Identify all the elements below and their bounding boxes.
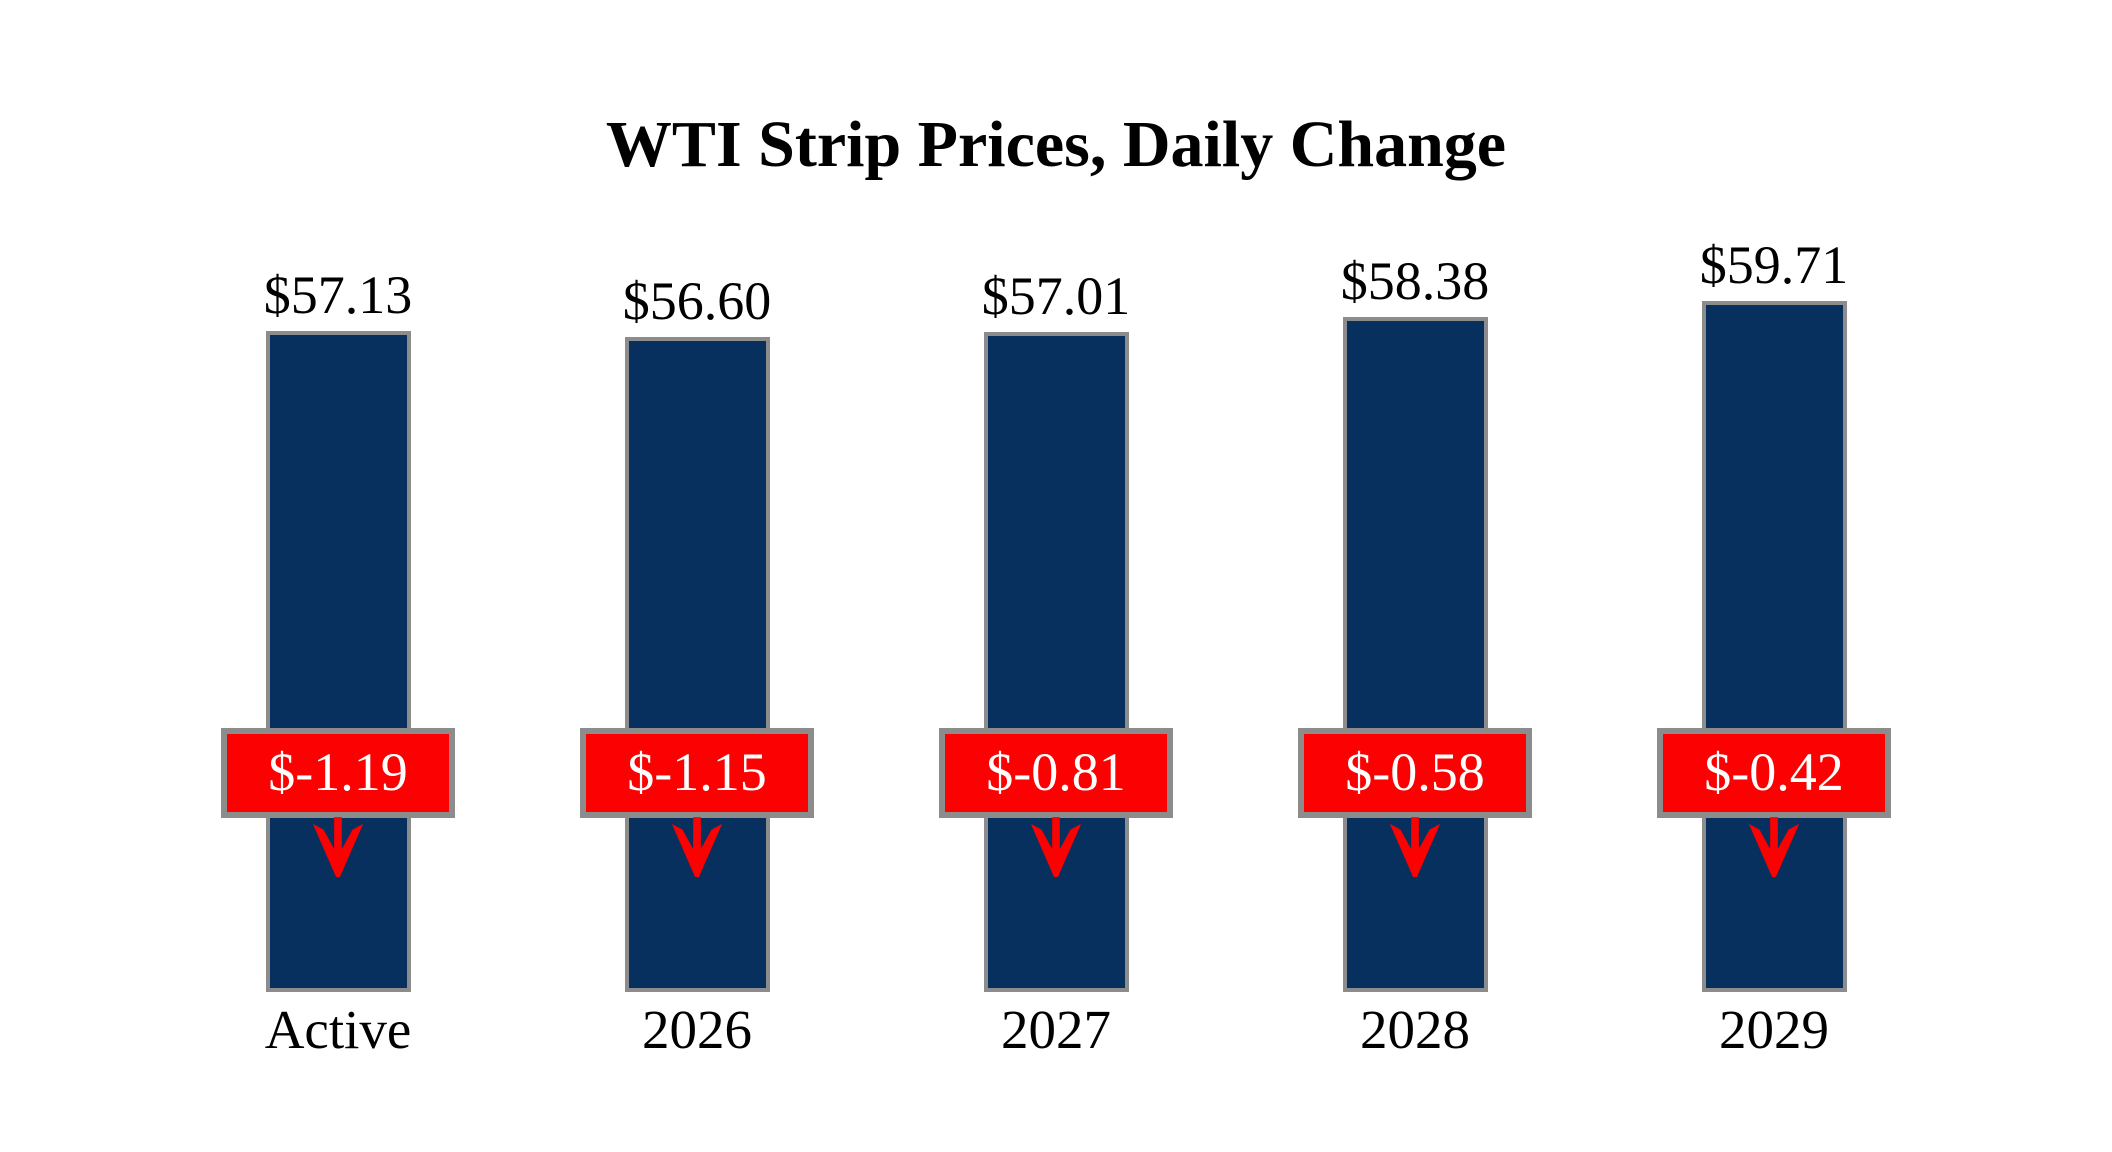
down-arrow-icon <box>1030 817 1082 877</box>
bar-column: $57.13 $-1.19 Active <box>158 0 518 1152</box>
chart-title: WTI Strip Prices, Daily Change <box>605 108 1507 181</box>
down-arrow-icon <box>312 817 364 877</box>
bar-column: $57.01 $-0.81 2027 <box>876 0 1236 1152</box>
daily-change-badge: $-1.19 <box>221 728 455 818</box>
category-label: 2029 <box>1719 999 1829 1060</box>
category-label: Active <box>264 999 412 1060</box>
bar-value-label: $59.71 <box>1699 235 1849 295</box>
bar-rect <box>265 331 411 992</box>
bar-value-label: $58.38 <box>1340 251 1490 311</box>
daily-change-badge: $-0.81 <box>939 728 1173 818</box>
down-arrow-icon <box>1389 817 1441 877</box>
daily-change-badge: $-0.42 <box>1657 728 1891 818</box>
bar-rect <box>1701 301 1847 992</box>
bar-value-label: $57.13 <box>263 265 413 325</box>
down-arrow-icon <box>1748 817 1800 877</box>
daily-change-badge: $-1.15 <box>580 728 814 818</box>
bar-rect <box>1342 317 1488 992</box>
bar-column: $58.38 $-0.58 2028 <box>1235 0 1595 1152</box>
daily-change-badge: $-0.58 <box>1298 728 1532 818</box>
bar-rect <box>624 337 770 992</box>
bar-value-label: $57.01 <box>981 266 1131 326</box>
bar-column: $59.71 $-0.42 2029 <box>1594 0 1954 1152</box>
bar-column: $56.60 $-1.15 2026 <box>517 0 877 1152</box>
bar-rect <box>983 332 1129 992</box>
bar-value-label: $56.60 <box>622 271 772 331</box>
category-label: 2028 <box>1360 999 1470 1060</box>
category-label: 2027 <box>1001 999 1111 1060</box>
down-arrow-icon <box>671 817 723 877</box>
category-label: 2026 <box>642 999 752 1060</box>
